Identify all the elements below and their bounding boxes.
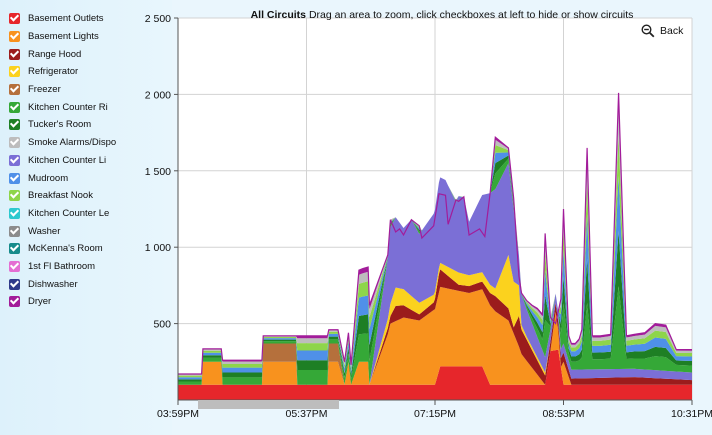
legend-item[interactable]: Kitchen Counter Li	[9, 152, 148, 170]
legend-item[interactable]: Kitchen Counter Ri	[9, 98, 148, 116]
legend-item[interactable]: Kitchen Counter Le	[9, 205, 148, 223]
legend-checkbox[interactable]	[9, 119, 20, 131]
legend-item[interactable]: Dryer	[9, 293, 148, 311]
series-area	[178, 349, 692, 400]
legend-item[interactable]: Washer	[9, 222, 148, 240]
x-axis-ticks: 03:59PM 05:37PM 07:15PM 08:53PM 10:31PM	[157, 400, 712, 420]
x-tick-label: 03:59PM	[157, 408, 199, 420]
legend-checkbox[interactable]	[9, 207, 20, 219]
legend-label: Kitchen Counter Li	[28, 154, 107, 166]
legend-label: Breakfast Nook	[28, 190, 93, 202]
legend-item[interactable]: Refrigerator	[9, 63, 148, 81]
legend-label: Washer	[28, 225, 61, 237]
y-tick-label: 500	[153, 319, 171, 331]
legend-item[interactable]: McKenna's Room	[9, 240, 148, 258]
back-button[interactable]: Back	[641, 24, 683, 38]
legend-label: Kitchen Counter Ri	[28, 101, 108, 113]
legend-checkbox[interactable]	[9, 48, 20, 60]
x-tick-label: 07:15PM	[414, 408, 456, 420]
series-area	[178, 163, 692, 385]
chart-header: All Circuits Drag an area to zoom, click…	[172, 9, 712, 21]
series-area	[178, 158, 692, 385]
y-tick-label: 2 500	[145, 13, 171, 25]
legend-checkbox[interactable]	[9, 172, 20, 184]
legend-item[interactable]: Dishwasher	[9, 275, 148, 293]
legend-label: Dishwasher	[28, 278, 78, 290]
legend-list: Basement Outlets Basement Lights Range Hoo…	[9, 10, 148, 311]
legend-checkbox[interactable]	[9, 225, 20, 237]
legend-item[interactable]: Smoke Alarms/Dispo	[9, 134, 148, 152]
series-area	[178, 286, 692, 385]
legend-item[interactable]: Basement Lights	[9, 28, 148, 46]
legend-label: Dryer	[28, 296, 52, 308]
x-tick-label: 10:31PM	[671, 408, 712, 420]
legend-label: Mudroom	[28, 172, 69, 184]
legend-checkbox[interactable]	[9, 137, 20, 149]
legend-checkbox[interactable]	[9, 84, 20, 96]
legend-item[interactable]: Basement Outlets	[9, 10, 148, 28]
legend-label: Basement Lights	[28, 31, 99, 43]
y-tick-label: 1 000	[145, 242, 171, 254]
legend-checkbox[interactable]	[9, 260, 20, 272]
chart-title: All Circuits	[250, 9, 307, 21]
legend-label: Freezer	[28, 84, 61, 96]
total-outline	[178, 92, 692, 375]
legend-checkbox[interactable]	[9, 31, 20, 43]
legend-label: McKenna's Room	[28, 243, 103, 255]
legend-checkbox[interactable]	[9, 296, 20, 308]
chart-instructions: Drag an area to zoom, click checkboxes a…	[308, 9, 634, 21]
legend-label: Tucker's Room	[28, 119, 92, 131]
y-tick-label: 1 500	[145, 166, 171, 178]
legend-checkbox[interactable]	[9, 154, 20, 166]
legend-checkbox[interactable]	[9, 13, 20, 25]
legend-checkbox[interactable]	[9, 101, 20, 113]
series-area	[178, 269, 692, 385]
legend-label: 1st Fl Bathroom	[28, 260, 96, 272]
legend-checkbox[interactable]	[9, 243, 20, 255]
x-tick-label: 05:37PM	[285, 408, 327, 420]
legend-label: Smoke Alarms/Dispo	[28, 137, 117, 149]
legend-checkbox[interactable]	[9, 66, 20, 78]
legend-item[interactable]: Breakfast Nook	[9, 187, 148, 205]
x-tick-label: 08:53PM	[542, 408, 584, 420]
legend-item[interactable]: Mudroom	[9, 169, 148, 187]
y-axis-ticks: 500 1 000 1 500 2 000 2 500	[145, 13, 178, 331]
back-label: Back	[660, 25, 684, 37]
legend-checkbox[interactable]	[9, 278, 20, 290]
zoom-range-slider[interactable]	[198, 400, 339, 409]
legend-label: Basement Outlets	[28, 13, 104, 25]
legend-label: Refrigerator	[28, 66, 79, 78]
legend-item[interactable]: Freezer	[9, 81, 148, 99]
legend-checkbox[interactable]	[9, 190, 20, 202]
legend-item[interactable]: Range Hood	[9, 45, 148, 63]
series-area	[178, 134, 692, 378]
legend-sidebar: Basement Outlets Basement Lights Range Hoo…	[0, 0, 172, 435]
stacked-areas	[178, 92, 692, 400]
legend-item[interactable]: Tucker's Room	[9, 116, 148, 134]
legend-item[interactable]: 1st Fl Bathroom	[9, 258, 148, 276]
zoom-out-icon	[641, 24, 655, 38]
legend-label: Range Hood	[28, 48, 82, 60]
y-tick-label: 2 000	[145, 89, 171, 101]
legend-label: Kitchen Counter Le	[28, 207, 110, 219]
